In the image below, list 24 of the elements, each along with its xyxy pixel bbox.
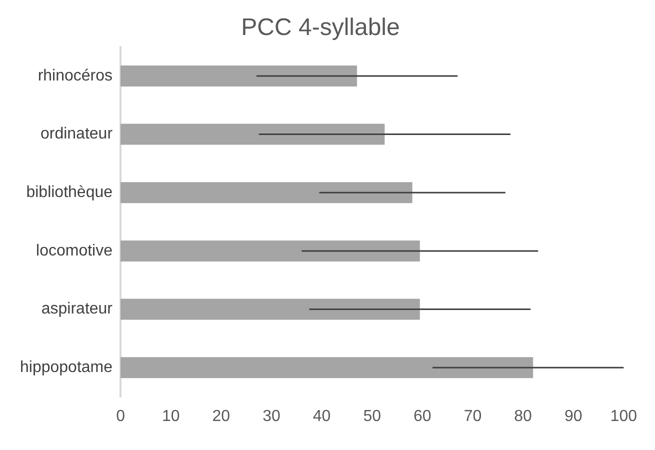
y-tick-label: ordinateur	[40, 126, 114, 143]
y-tick-label: aspirateur	[41, 300, 114, 318]
x-tick-label: 50	[363, 408, 382, 425]
x-tick-label: 70	[464, 408, 482, 425]
x-tick-label: 30	[262, 408, 280, 425]
x-tick-label: 80	[514, 408, 532, 425]
x-tick-label: 20	[212, 408, 230, 425]
x-tick-label: 10	[162, 408, 180, 425]
bar	[120, 298, 420, 320]
bar	[120, 182, 412, 204]
y-tick-label: rhinocéros	[38, 67, 113, 84]
x-tick-label: 100	[610, 408, 638, 425]
bar	[120, 124, 385, 145]
bar	[120, 357, 534, 378]
bar	[120, 240, 420, 262]
x-tick-label: 40	[312, 408, 331, 425]
y-tick-label: bibliothèque	[26, 184, 113, 202]
chart-title: PCC 4-syllable	[241, 14, 400, 42]
x-tick-label: 90	[564, 408, 582, 425]
bar	[120, 65, 357, 86]
x-tick-label: 0	[116, 408, 126, 425]
y-tick-label: locomotive	[36, 242, 113, 260]
x-tick-label: 60	[414, 408, 432, 425]
y-tick-label: hippopotame	[20, 359, 113, 376]
